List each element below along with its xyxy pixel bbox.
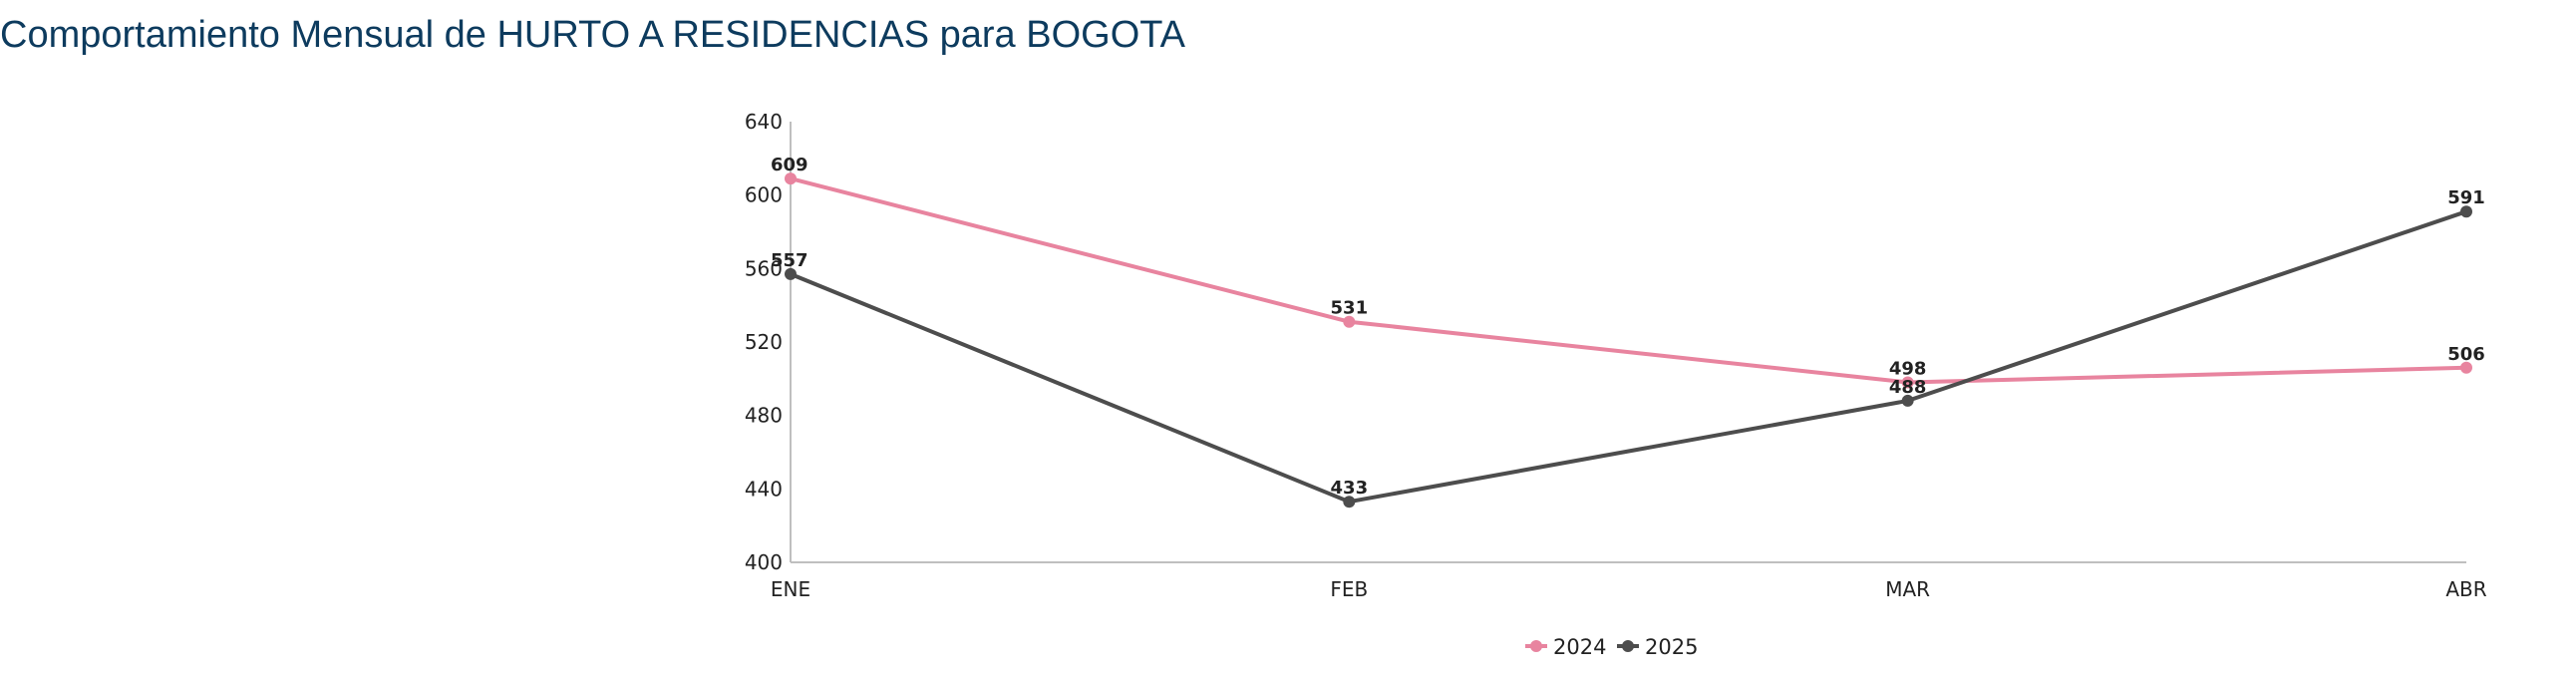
y-tick-label: 440	[745, 477, 783, 501]
data-labels: 609 531 498 506 557 433 488 591	[771, 155, 2485, 499]
data-label: 498	[1889, 359, 1927, 380]
y-tick-label: 400	[745, 550, 783, 574]
data-label: 609	[771, 155, 808, 175]
series-layer	[785, 172, 2472, 509]
page-title: Comportamiento Mensual de HURTO A RESIDE…	[0, 14, 1186, 56]
x-tick-label: ABR	[2445, 577, 2486, 601]
y-tick-label: 520	[745, 330, 783, 354]
legend[interactable]: 2024 2025	[1525, 635, 1698, 659]
data-point[interactable]	[1343, 315, 1356, 328]
legend-swatch-marker	[1622, 640, 1634, 652]
y-tick-label: 560	[745, 256, 783, 280]
data-label: 531	[1331, 298, 1369, 319]
legend-swatch-marker	[1530, 640, 1542, 652]
legend-item-2025[interactable]: 2025	[1617, 635, 1698, 659]
legend-label: 2025	[1645, 635, 1698, 659]
data-label: 591	[2447, 187, 2485, 208]
series-line-2025	[790, 209, 2467, 505]
data-label: 506	[2447, 344, 2485, 365]
data-point[interactable]	[1343, 496, 1356, 509]
y-tick-label: 640	[745, 110, 783, 134]
x-tick-label: ENE	[771, 577, 810, 601]
series-line-2024	[790, 176, 2467, 385]
legend-label: 2024	[1553, 635, 1606, 659]
data-point[interactable]	[1901, 394, 1914, 407]
data-point[interactable]	[2460, 361, 2472, 374]
data-point[interactable]	[785, 172, 797, 185]
x-tick-label: MAR	[1885, 577, 1930, 601]
x-tick-label: FEB	[1330, 577, 1368, 601]
y-tick-label: 600	[745, 183, 783, 207]
data-point[interactable]	[2460, 205, 2472, 218]
axes: 400 440 480 520 560 600 640 ENE FEB MAR ABR	[745, 110, 2487, 601]
data-label: 488	[1889, 377, 1927, 398]
y-tick-label: 480	[745, 404, 783, 428]
data-label: 557	[771, 250, 808, 271]
data-point[interactable]	[785, 267, 797, 280]
data-label: 433	[1331, 478, 1369, 499]
data-point[interactable]	[1901, 376, 1914, 389]
legend-item-2024[interactable]: 2024	[1525, 635, 1606, 659]
